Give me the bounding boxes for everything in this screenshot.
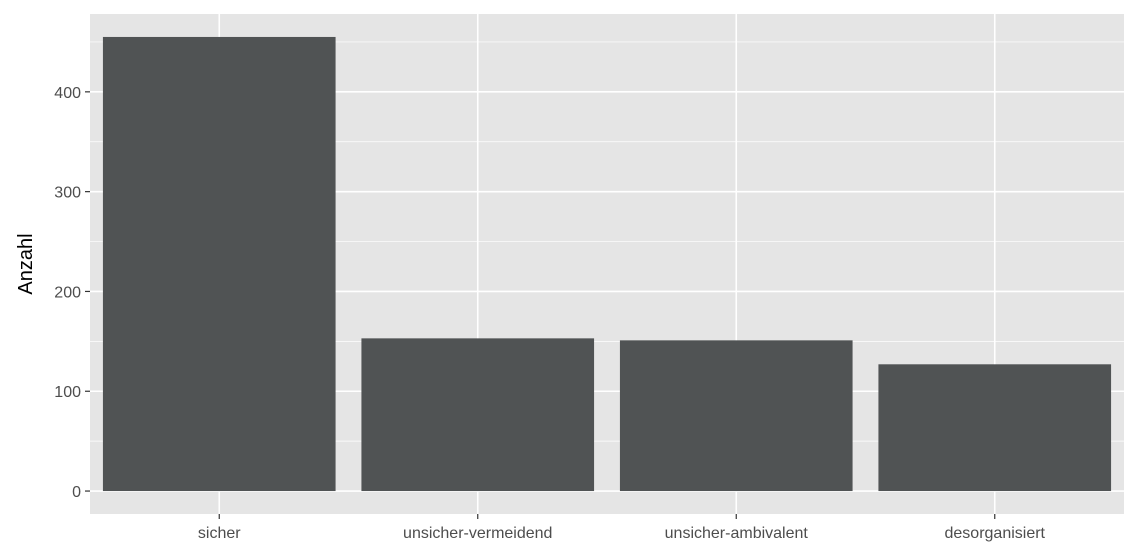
bar-unsicher-ambivalent	[619, 340, 853, 492]
y-axis-ticks: 0 100 200 300 400	[54, 85, 90, 501]
bars	[102, 36, 1112, 492]
y-axis-title: Anzahl	[15, 233, 37, 294]
y-tick-label: 400	[54, 85, 81, 102]
x-tick-label: unsicher-ambivalent	[665, 525, 809, 542]
y-tick-label: 0	[72, 484, 81, 501]
bar-desorganisiert	[878, 364, 1112, 492]
y-tick-label: 100	[54, 384, 81, 401]
x-tick-label: unsicher-vermeidend	[403, 525, 552, 542]
x-tick-label: sicher	[198, 525, 241, 542]
bar-unsicher-vermeidend	[361, 338, 595, 492]
x-tick-label: desorganisiert	[945, 525, 1046, 542]
y-tick-label: 300	[54, 185, 81, 202]
x-axis-ticks: sicher unsicher-vermeidend unsicher-ambiva…	[198, 514, 1046, 542]
bar-sicher	[102, 36, 336, 492]
y-tick-label: 200	[54, 284, 81, 301]
